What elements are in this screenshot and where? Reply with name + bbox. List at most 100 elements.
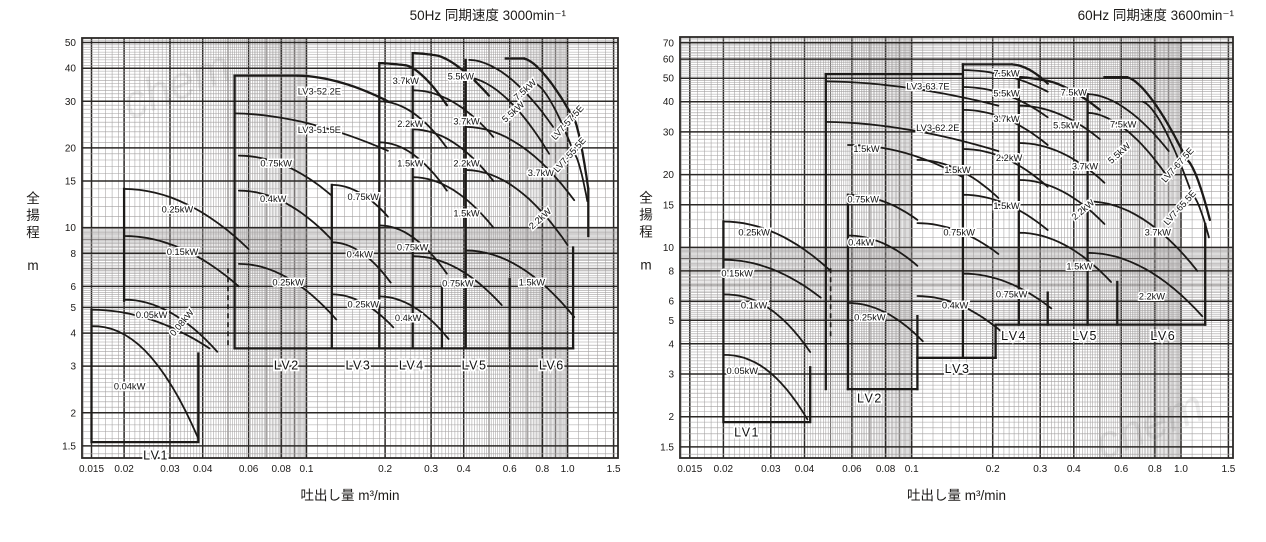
svg-text:0.4: 0.4 [1067, 464, 1081, 475]
svg-text:0.4kW: 0.4kW [260, 194, 287, 204]
y-axis-title: 全揚程 m [26, 190, 40, 273]
svg-text:1.5: 1.5 [1221, 464, 1235, 475]
chart-title: 50Hz 同期速度 3000min⁻¹ [410, 8, 567, 23]
svg-text:0.02: 0.02 [714, 464, 734, 475]
svg-text:50: 50 [663, 74, 675, 85]
svg-text:LV3-52.2E: LV3-52.2E [298, 87, 341, 97]
svg-text:0.06: 0.06 [239, 464, 259, 475]
svg-text:0.05kW: 0.05kW [136, 310, 168, 320]
svg-text:LV6: LV6 [539, 358, 565, 372]
svg-text:2: 2 [70, 408, 76, 419]
svg-text:0.08: 0.08 [271, 464, 291, 475]
svg-text:15: 15 [663, 200, 675, 211]
svg-text:5: 5 [70, 303, 76, 314]
svg-text:1.5kW: 1.5kW [519, 278, 546, 288]
pump-chart-50hz: chem 0.015 0.02 0.03 0.04 0.06 0.08 0.1 0.2 0.3 0.… [26, 8, 621, 503]
svg-text:0.75kW: 0.75kW [442, 278, 474, 288]
svg-text:0.4kW: 0.4kW [395, 313, 422, 323]
svg-text:3.7kW: 3.7kW [1145, 228, 1172, 238]
tick-labels: 0.015 0.02 0.03 0.04 0.06 0.08 0.1 0.2 0.3 0.4 0.6… [62, 38, 621, 475]
performance-curves [722, 63, 1212, 421]
svg-text:0.15kW: 0.15kW [721, 268, 753, 278]
svg-text:0.02: 0.02 [114, 464, 134, 475]
svg-text:0.15kW: 0.15kW [167, 247, 199, 257]
svg-text:2: 2 [668, 412, 674, 423]
svg-text:0.4: 0.4 [457, 464, 471, 475]
performance-curves [90, 51, 590, 440]
svg-text:40: 40 [65, 64, 77, 75]
svg-text:3: 3 [70, 362, 76, 373]
svg-text:0.75kW: 0.75kW [943, 228, 975, 238]
svg-text:m: m [640, 258, 651, 273]
svg-text:50: 50 [65, 38, 77, 49]
svg-text:揚: 揚 [26, 207, 40, 223]
zone-outlines [722, 63, 1207, 424]
svg-text:10: 10 [663, 243, 675, 254]
svg-text:0.75kW: 0.75kW [397, 243, 429, 253]
svg-text:1.5kW: 1.5kW [1066, 262, 1093, 272]
svg-text:0.3: 0.3 [424, 464, 438, 475]
svg-text:LV1: LV1 [734, 426, 760, 440]
svg-text:0.04kW: 0.04kW [114, 381, 146, 391]
plot-border [679, 36, 1234, 459]
svg-text:1.0: 1.0 [1174, 464, 1188, 475]
svg-text:1.5kW: 1.5kW [397, 159, 424, 169]
svg-text:0.75kW: 0.75kW [996, 290, 1028, 300]
svg-text:0.25kW: 0.25kW [348, 299, 380, 309]
chart-title: 60Hz 同期速度 3600min⁻¹ [1078, 8, 1235, 23]
svg-text:20: 20 [663, 170, 675, 181]
svg-text:0.04: 0.04 [795, 464, 815, 475]
svg-text:0.4kW: 0.4kW [347, 250, 374, 260]
svg-text:LV5: LV5 [1072, 329, 1098, 343]
svg-text:1.5kW: 1.5kW [853, 144, 880, 154]
svg-text:LV3-63.7E: LV3-63.7E [906, 81, 949, 91]
zone-outlines [90, 51, 590, 444]
svg-text:4: 4 [70, 329, 76, 340]
svg-text:0.015: 0.015 [79, 464, 104, 475]
svg-text:40: 40 [663, 97, 675, 108]
svg-text:7.5kW: 7.5kW [993, 69, 1020, 79]
svg-text:7.5kW: 7.5kW [1110, 120, 1137, 130]
svg-text:0.04: 0.04 [193, 464, 213, 475]
svg-text:8: 8 [668, 266, 674, 277]
svg-text:0.75kW: 0.75kW [260, 159, 292, 169]
svg-text:4: 4 [668, 339, 674, 350]
svg-text:3.7kW: 3.7kW [528, 168, 555, 178]
svg-text:揚: 揚 [639, 207, 653, 223]
svg-text:30: 30 [65, 97, 77, 108]
pump-chart-60hz: chem 0.015 0.02 0.03 0.04 0.06 0.08 0.1 0.2 0.3 0.… [633, 0, 1266, 542]
svg-text:2.2kW: 2.2kW [397, 119, 424, 129]
svg-text:LV6: LV6 [1150, 329, 1176, 343]
svg-text:LV3: LV3 [345, 358, 371, 372]
svg-text:0.25kW: 0.25kW [738, 228, 770, 238]
svg-text:0.8: 0.8 [1148, 464, 1162, 475]
svg-text:7.5kW: 7.5kW [512, 77, 538, 102]
zone-labels: LV1 LV2 LV3 LV4 LV5 LV6 [141, 357, 565, 465]
svg-text:LV4: LV4 [399, 358, 425, 372]
svg-text:60: 60 [663, 55, 675, 66]
svg-text:6: 6 [668, 297, 674, 308]
svg-text:0.06: 0.06 [842, 464, 862, 475]
svg-text:70: 70 [663, 38, 675, 49]
svg-text:0.015: 0.015 [677, 464, 702, 475]
svg-text:0.2: 0.2 [378, 464, 392, 475]
svg-text:2.2kW: 2.2kW [996, 153, 1023, 163]
svg-text:0.8: 0.8 [535, 464, 549, 475]
svg-text:3.7kW: 3.7kW [453, 117, 480, 127]
plot-border [81, 37, 619, 459]
svg-text:8: 8 [70, 249, 76, 260]
svg-text:0.4kW: 0.4kW [848, 237, 875, 247]
svg-text:0.25kW: 0.25kW [854, 312, 886, 322]
svg-text:0.3: 0.3 [1033, 464, 1047, 475]
svg-text:5.5kW: 5.5kW [448, 71, 475, 81]
svg-text:LV3: LV3 [945, 362, 971, 376]
svg-text:7.5kW: 7.5kW [1061, 87, 1088, 97]
svg-text:LV4: LV4 [1001, 329, 1027, 343]
curve-labels: 0.25kW 0.15kW 0.1kW 0.05kW 0.75kW 0.4kW 0.25kW… [720, 67, 1200, 377]
svg-text:1.5: 1.5 [62, 441, 76, 452]
svg-text:0.1kW: 0.1kW [741, 300, 768, 310]
svg-text:0.6: 0.6 [1114, 464, 1128, 475]
svg-text:LV1: LV1 [143, 449, 169, 463]
